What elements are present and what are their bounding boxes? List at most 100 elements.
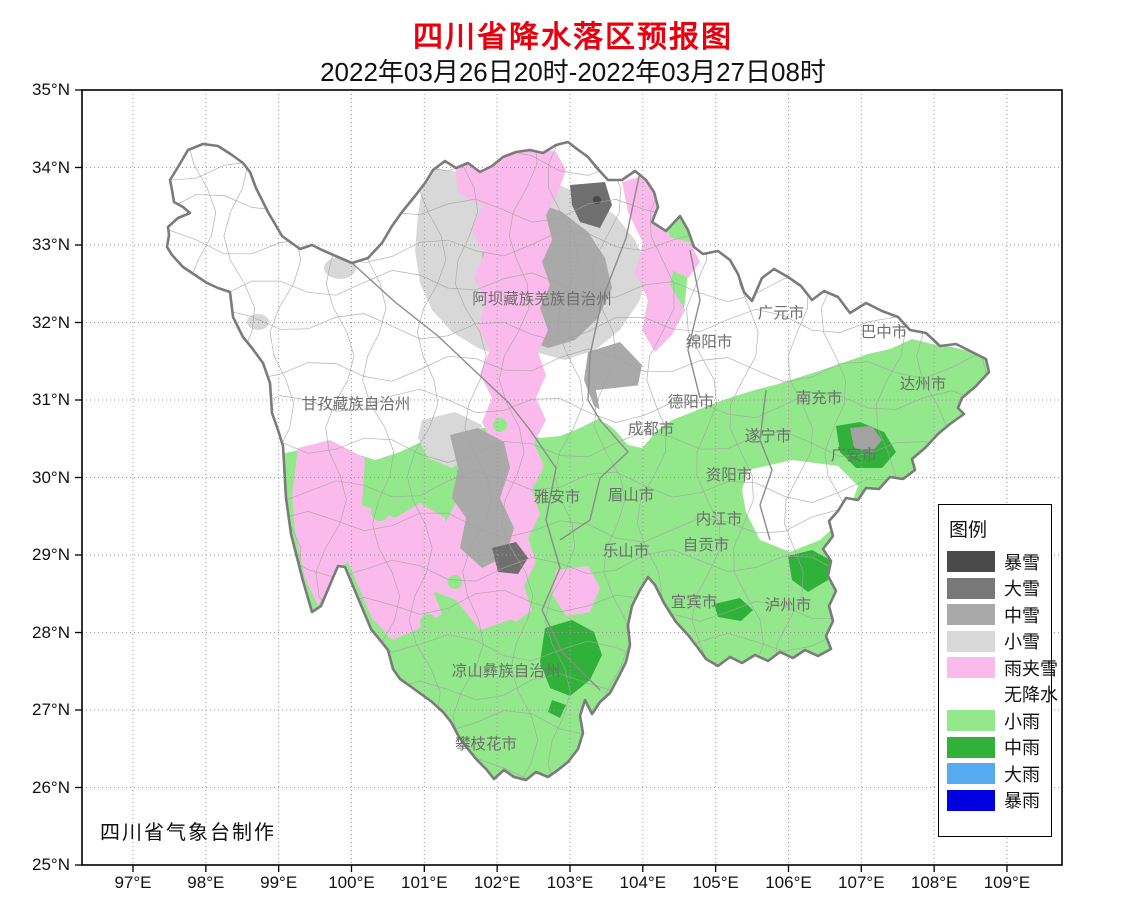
legend-item: 大雨	[947, 763, 1051, 785]
legend-item-label: 小雨	[1004, 711, 1040, 732]
region-sleet-south-small	[552, 566, 600, 616]
lat-axis-label: 29°N	[32, 545, 70, 564]
lon-axis-label: 101°E	[401, 873, 448, 892]
lon-axis-label: 107°E	[838, 873, 885, 892]
map-place-label: 广元市	[758, 304, 805, 322]
region-no-precip-chengdu	[596, 385, 668, 432]
map-place-label: 雅安市	[534, 488, 581, 506]
lat-axis-label: 26°N	[32, 777, 70, 797]
map-place-label: 甘孜藏族自治州	[302, 395, 411, 413]
legend-item-label: 雨夹雪	[1004, 658, 1058, 679]
legend-swatch	[947, 577, 995, 599]
prefecture-boundaries	[351, 171, 773, 691]
legend-box: 图例 暴雪大雪中雪小雪雨夹雪无降水小雨中雨大雨暴雨	[938, 504, 1058, 837]
legend-item: 大雪	[947, 577, 1051, 599]
legend-item-label: 小雪	[1004, 632, 1040, 652]
legend-title: 图例	[949, 520, 988, 541]
legend-item: 暴雪	[947, 551, 1051, 573]
region-moderate-rain-liangshan-tail	[548, 700, 566, 718]
region-sleet-northeast-band	[622, 175, 685, 352]
lat-axis-label: 27°N	[32, 700, 70, 719]
attribution-text: 四川省气象台制作	[100, 822, 276, 844]
axis-tick-marks	[75, 89, 1008, 872]
map-place-label: 乐山市	[603, 542, 650, 560]
legend-item-label: 大雪	[1004, 579, 1040, 599]
legend-item: 暴雨	[947, 789, 1051, 811]
map-place-label: 成都市	[628, 420, 675, 438]
map-place-label: 遂宁市	[745, 427, 792, 445]
lat-axis-label: 34°N	[32, 157, 70, 177]
region-light-rain-dot-3	[493, 418, 507, 432]
map-place-label: 达州市	[900, 375, 947, 393]
region-sleet-central-band	[470, 144, 566, 622]
lon-axis-label: 102°E	[473, 873, 521, 892]
legend-item: 中雪	[947, 604, 1051, 626]
legend-item: 无降水	[947, 684, 1058, 705]
legend-swatch	[947, 657, 995, 678]
legend-item-label: 无降水	[1004, 685, 1058, 705]
lon-axis-label: 106°E	[765, 873, 812, 892]
region-light-rain-dot-2	[420, 614, 436, 630]
lat-axis-label: 32°N	[32, 312, 70, 332]
map-place-label: 泸州市	[765, 596, 812, 614]
region-moderate-snow-guangan-spot	[850, 426, 882, 452]
lon-axis-label: 105°E	[692, 873, 739, 892]
legend-item-label: 暴雪	[1004, 552, 1040, 573]
map-place-label: 攀枝花市	[455, 735, 517, 753]
map-place-label: 阿坝藏族羌族自治州	[472, 290, 612, 308]
region-sleet-northeast-blob	[660, 235, 700, 278]
region-light-snow-west-1	[324, 257, 356, 279]
lat-axis-label: 28°N	[32, 622, 70, 642]
lon-axis-label: 98°E	[187, 873, 225, 892]
page-subtitle: 2022年03月26日20时-2022年03月27日08时	[320, 57, 826, 87]
legend-swatch	[947, 763, 995, 784]
lat-axis-label: 35°N	[32, 80, 70, 99]
legend-swatch	[947, 789, 995, 811]
lon-axis-label: 109°E	[983, 873, 1031, 892]
map-place-label: 绵阳市	[686, 333, 733, 351]
region-heavy-snow-spot-1	[570, 182, 612, 228]
legend-item: 小雪	[947, 630, 1051, 652]
map-place-label: 自贡市	[683, 536, 730, 554]
map-place-label: 广安市	[831, 446, 878, 464]
legend-item-label: 中雨	[1004, 738, 1040, 758]
region-moderate-snow-yaan	[450, 428, 514, 568]
lon-axis-label: 108°E	[910, 873, 958, 892]
legend-item: 雨夹雪	[947, 657, 1058, 679]
lon-axis-label: 100°E	[328, 873, 375, 892]
map-place-label: 德阳市	[668, 393, 715, 411]
region-light-rain-dot-1	[371, 503, 389, 521]
map-place-label: 宜宾市	[671, 593, 718, 611]
legend-item: 小雨	[947, 710, 1051, 732]
lon-axis-label: 99°E	[260, 873, 298, 892]
lat-axis-label: 25°N	[32, 855, 70, 874]
map-place-label: 南充市	[796, 389, 843, 407]
map-place-label: 内江市	[696, 510, 743, 528]
region-heavy-snow-yaan	[492, 542, 528, 574]
region-sleet-west-1	[292, 440, 450, 640]
legend-item-label: 中雪	[1004, 605, 1040, 626]
legend-item-label: 暴雨	[1004, 791, 1040, 811]
map-place-label: 资阳市	[706, 466, 753, 484]
page-title: 四川省降水落区预报图	[413, 21, 733, 54]
map-place-label: 眉山市	[608, 486, 655, 504]
legend-item: 中雨	[947, 736, 1051, 758]
legend-item-label: 大雨	[1004, 764, 1040, 785]
legend-swatch	[947, 710, 995, 731]
lat-axis-label: 33°N	[32, 235, 70, 254]
legend-swatch	[947, 551, 995, 572]
region-sleet-north-small	[455, 158, 515, 205]
region-light-rain-dot-4	[448, 575, 462, 589]
lat-axis-label: 31°N	[32, 390, 70, 409]
map-place-label: 巴中市	[861, 323, 908, 341]
legend-swatch	[947, 604, 995, 625]
legend-rows: 暴雪大雪中雪小雪雨夹雪无降水小雨中雨大雨暴雨	[947, 551, 1058, 811]
lon-axis-label: 104°E	[619, 873, 667, 892]
lon-axis-label: 97°E	[114, 873, 152, 892]
lon-axis-label: 103°E	[546, 873, 594, 892]
legend-swatch	[947, 630, 995, 652]
province-fill-layer	[167, 142, 989, 780]
legend-swatch	[947, 736, 995, 758]
